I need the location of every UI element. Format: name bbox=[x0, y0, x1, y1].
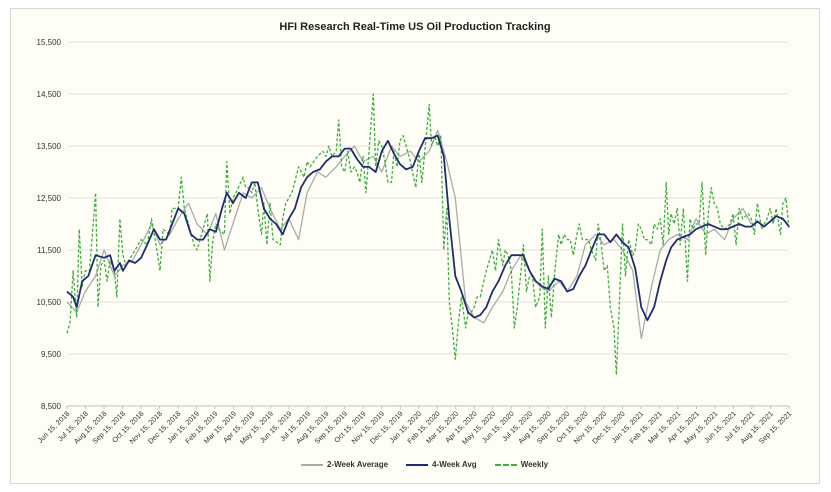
legend-label-weekly: Weekly bbox=[520, 460, 549, 469]
legend-swatch-weekly bbox=[494, 463, 517, 466]
grid-lines bbox=[67, 41, 789, 407]
series-lines bbox=[66, 93, 790, 376]
y-tick-label: 11,500 bbox=[37, 246, 61, 255]
chart-frame: HFI Research Real-Time US Oil Production… bbox=[10, 8, 820, 484]
legend-swatch-4-week-avg bbox=[406, 463, 429, 466]
legend: 2-Week Average 4-Week Avg Weekly bbox=[301, 460, 548, 469]
y-axis-ticks: 15,500 14,500 13,500 12,500 11,500 10,500 9,50… bbox=[37, 38, 62, 411]
y-tick-label: 14,500 bbox=[37, 90, 62, 99]
legend-item-2-week-average: 2-Week Average bbox=[301, 460, 388, 469]
legend-label-4-week-avg: 4-Week Avg bbox=[432, 460, 477, 469]
y-tick-label: 13,500 bbox=[37, 142, 62, 151]
legend-item-4-week-avg: 4-Week Avg bbox=[406, 460, 477, 469]
y-tick-label: 8,500 bbox=[41, 402, 62, 411]
legend-swatch-2-week-average bbox=[301, 463, 323, 466]
series-line-weekly bbox=[66, 93, 790, 376]
y-tick-label: 10,500 bbox=[37, 298, 62, 307]
y-tick-label: 9,500 bbox=[41, 350, 62, 359]
series-line-4-week-avg bbox=[66, 134, 790, 322]
legend-item-weekly: Weekly bbox=[494, 460, 549, 469]
y-tick-label: 15,500 bbox=[37, 38, 62, 47]
chart-title: HFI Research Real-Time US Oil Production… bbox=[279, 21, 551, 33]
series-line-2-week-average bbox=[66, 129, 752, 340]
legend-label-2-week-average: 2-Week Average bbox=[327, 460, 389, 469]
y-tick-label: 12,500 bbox=[37, 194, 62, 203]
chart-svg: 15,500 14,500 13,500 12,500 11,500 10,500 9,50… bbox=[36, 38, 794, 446]
